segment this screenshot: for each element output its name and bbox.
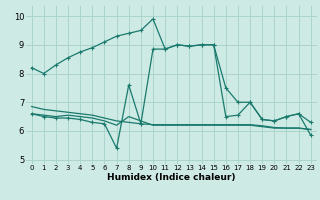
X-axis label: Humidex (Indice chaleur): Humidex (Indice chaleur)	[107, 173, 236, 182]
